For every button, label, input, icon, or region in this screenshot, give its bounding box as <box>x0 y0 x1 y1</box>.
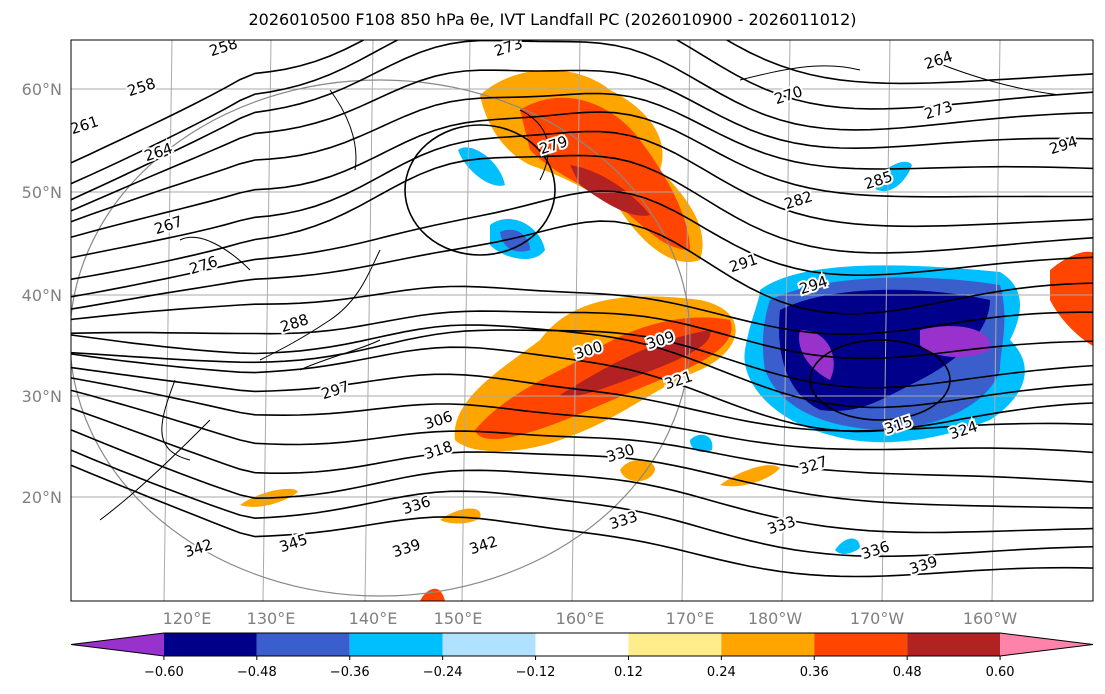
colorbar-tick-label: −0.12 <box>516 665 556 680</box>
positive-shading-north-max <box>570 165 650 216</box>
latitude-label: 30°N <box>22 387 62 406</box>
positive-shading-north-core <box>520 97 690 251</box>
contour-line <box>71 377 1093 454</box>
coastlines <box>99 59 1061 521</box>
meridian-line <box>991 40 1001 601</box>
colorbar-segment <box>442 633 536 656</box>
colorbar-segment <box>628 633 722 656</box>
longitude-label: 130°E <box>247 609 296 628</box>
longitude-label: 160°E <box>556 609 605 628</box>
latitude-label: 60°N <box>22 80 62 99</box>
negative-shading-small <box>458 147 505 186</box>
latitude-label: 20°N <box>22 488 62 507</box>
longitude-label: 180°W <box>748 609 803 628</box>
colorbar-segment <box>535 633 629 656</box>
contour-line <box>71 346 1093 433</box>
contour-line <box>404 124 556 256</box>
longitude-label: 140°E <box>349 609 398 628</box>
negative-shading-small <box>690 434 713 452</box>
contour-line <box>71 40 1093 185</box>
colorbar-segment <box>256 633 350 656</box>
theta-e-contours <box>71 40 1093 578</box>
meridian-line <box>163 40 173 601</box>
longitude-label: 170°W <box>850 609 905 628</box>
colorbar-tick-label: 0.12 <box>614 665 643 680</box>
colorbar-segment <box>349 633 443 656</box>
contour-line <box>71 92 1093 223</box>
colorbar-tick-label: −0.24 <box>423 665 463 680</box>
meridian-line <box>781 40 791 601</box>
contour-line <box>809 339 951 421</box>
colorbar-tick-label: 0.24 <box>707 665 736 680</box>
contour-line <box>71 310 1093 360</box>
latitude-label: 50°N <box>22 183 62 202</box>
contour-line <box>71 366 1093 432</box>
longitude-label: 120°E <box>163 609 212 628</box>
latitude-label: 40°N <box>22 286 62 305</box>
longitude-label: 170°E <box>666 609 715 628</box>
meridian-line <box>571 40 581 601</box>
colorbar-segment <box>1000 633 1093 656</box>
contour-label: 267 <box>152 212 185 238</box>
contour-line <box>71 220 1093 315</box>
colorbar-segment <box>907 633 1001 656</box>
meridian-line <box>681 40 691 601</box>
positive-shading-small <box>620 459 655 482</box>
longitude-label: 150°E <box>434 609 483 628</box>
positive-shading-central-max <box>560 330 711 397</box>
colorbar-tick-label: 0.36 <box>800 665 829 680</box>
negative-shading-small <box>500 229 530 252</box>
contour-line <box>71 449 1093 558</box>
positive-shading-east <box>1050 251 1093 347</box>
colorbar-tick-label: −0.36 <box>330 665 370 680</box>
contour-line <box>71 130 1093 259</box>
shading <box>240 70 1093 601</box>
colorbar-segment <box>71 633 164 656</box>
contour-line <box>71 190 1093 298</box>
colorbar-tick-label: −0.60 <box>144 665 184 680</box>
meridian-line <box>461 40 471 601</box>
contour-line <box>71 324 1093 409</box>
positive-shading-small <box>720 465 780 487</box>
colorbar-tick-label: 0.48 <box>893 665 922 680</box>
contour-line <box>71 428 1093 534</box>
contour-line <box>71 389 1093 483</box>
longitude-label: 160°W <box>963 609 1018 628</box>
positive-shading-small <box>440 508 481 524</box>
colorbar-tick-label: 0.60 <box>986 665 1015 680</box>
colorbar-segment <box>163 633 257 656</box>
contour-line <box>71 407 1093 509</box>
colorbar: −0.60 −0.48 −0.36 −0.24 −0.12 0.12 0.24 0.36 0.4… <box>70 632 1094 680</box>
contour-line <box>71 329 1093 389</box>
contour-line <box>71 69 1093 212</box>
negative-shading-east-max <box>799 326 991 380</box>
contour-line <box>71 111 1093 239</box>
colorbar-segment <box>721 633 815 656</box>
map-title: 2026010500 F108 850 hPa θe, IVT Landfall… <box>248 10 857 29</box>
meridian-line <box>262 40 272 601</box>
meridian-line <box>881 40 891 601</box>
negative-shading-small <box>835 538 860 554</box>
contour-line <box>71 154 1093 281</box>
colorbar-tick-label: −0.48 <box>237 665 277 680</box>
contour-line <box>71 40 1093 201</box>
colorbar-segment <box>814 633 908 656</box>
contour-line <box>71 40 1093 164</box>
contour-line <box>71 285 1093 335</box>
meridian-line <box>364 40 374 601</box>
map-frame <box>70 39 1094 602</box>
contour-line <box>71 464 1093 578</box>
negative-shading-east-core <box>779 289 990 411</box>
range-circle <box>71 79 691 597</box>
